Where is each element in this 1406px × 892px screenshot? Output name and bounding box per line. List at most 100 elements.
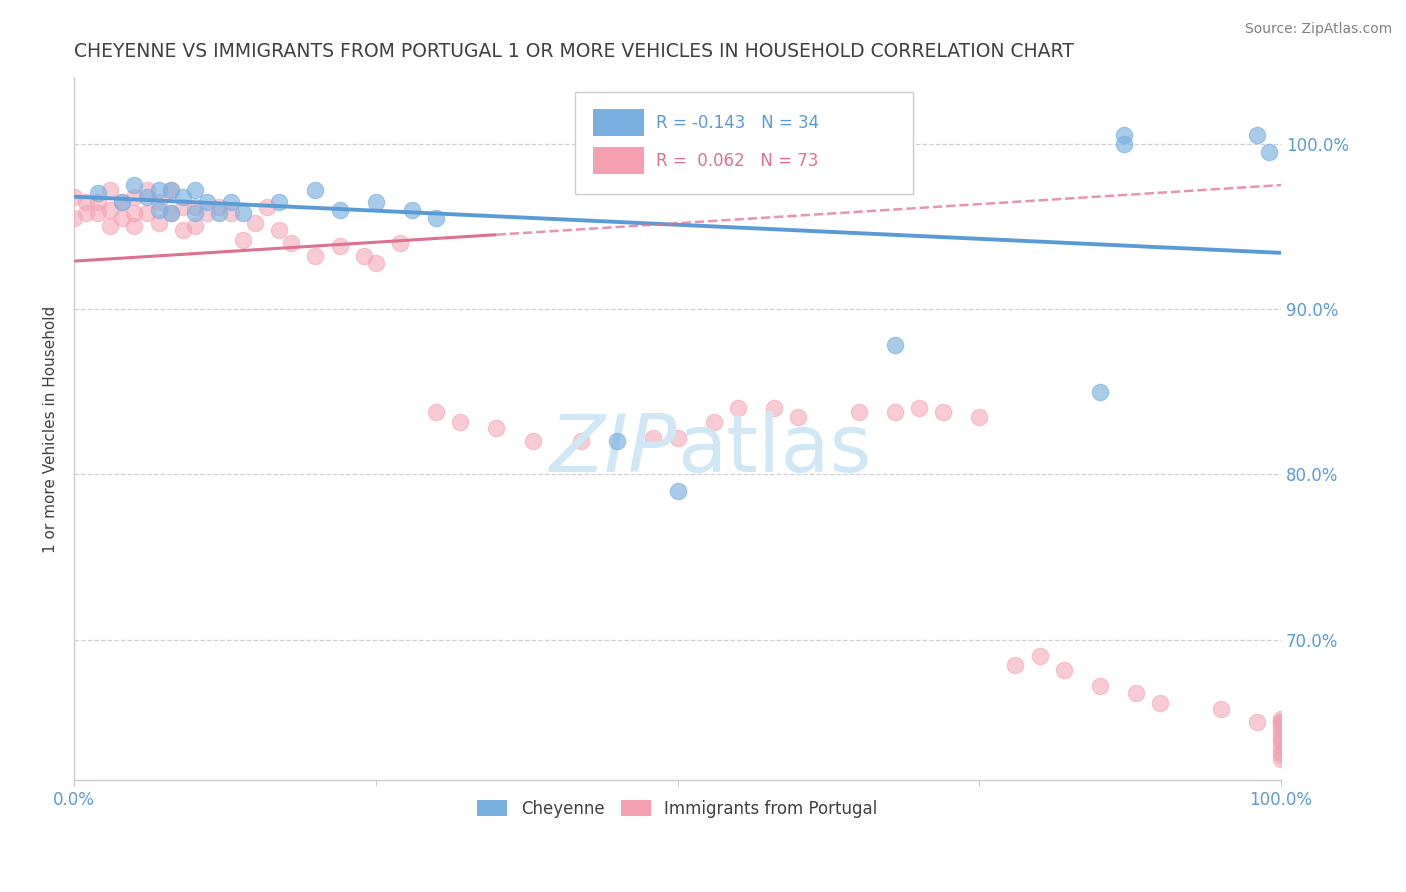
Point [1246,715,1268,730]
Point [883,338,905,352]
Point [1270,729,1292,743]
Point [727,401,749,416]
Point [787,409,810,424]
Point [932,404,955,418]
Point [269,223,291,237]
Point [329,202,352,217]
Point [159,206,181,220]
Point [908,401,931,416]
FancyBboxPatch shape [593,147,644,174]
Point [425,211,447,226]
Text: R = -0.143   N = 34: R = -0.143 N = 34 [655,113,818,131]
Point [1004,657,1026,672]
Point [425,404,447,418]
Point [1149,696,1171,710]
Point [172,200,194,214]
Point [449,415,471,429]
Point [219,194,242,209]
Point [219,206,242,220]
Point [304,183,326,197]
Text: ZIP: ZIP [550,411,678,489]
FancyBboxPatch shape [575,92,912,194]
Point [232,206,254,220]
Point [1270,731,1292,746]
Point [98,183,121,197]
Point [159,206,181,220]
Point [98,219,121,234]
Point [1257,145,1279,159]
Text: Source: ZipAtlas.com: Source: ZipAtlas.com [1244,22,1392,37]
Point [1112,128,1135,143]
Point [364,194,387,209]
Point [1270,748,1292,763]
Point [1270,752,1292,766]
Point [184,200,207,214]
Point [184,219,207,234]
Point [135,189,157,203]
Point [124,206,146,220]
Point [967,409,990,424]
Point [1270,745,1292,759]
Point [1246,128,1268,143]
Point [269,194,291,209]
Point [883,404,905,418]
Point [208,200,231,214]
Point [75,194,97,209]
Point [98,202,121,217]
Point [353,249,375,263]
Point [135,206,157,220]
Point [172,189,194,203]
Point [1088,384,1111,399]
Point [124,219,146,234]
Point [643,431,665,445]
Point [1270,723,1292,738]
Point [703,415,725,429]
Point [329,239,352,253]
Point [1028,649,1050,664]
Point [1209,702,1232,716]
Point [148,194,170,209]
Point [232,233,254,247]
Point [364,256,387,270]
Point [763,401,786,416]
Point [195,206,218,220]
Point [256,200,278,214]
Point [124,189,146,203]
Text: atlas: atlas [678,411,872,489]
Point [1053,663,1076,677]
Point [1088,679,1111,693]
FancyBboxPatch shape [593,109,644,136]
Point [1125,686,1147,700]
Point [195,194,218,209]
Point [243,216,266,230]
Point [111,211,134,226]
Point [666,483,689,498]
Point [135,183,157,197]
Legend: Cheyenne, Immigrants from Portugal: Cheyenne, Immigrants from Portugal [471,793,884,825]
Point [184,183,207,197]
Point [148,202,170,217]
Point [184,206,207,220]
Point [280,235,302,250]
Point [148,216,170,230]
Point [111,194,134,209]
Point [63,211,86,226]
Point [485,421,508,435]
Point [1270,715,1292,730]
Y-axis label: 1 or more Vehicles in Household: 1 or more Vehicles in Household [44,305,58,552]
Point [1270,715,1292,730]
Point [87,194,110,209]
Point [401,202,423,217]
Point [1270,735,1292,749]
Point [1112,136,1135,151]
Point [1270,740,1292,755]
Point [848,404,870,418]
Point [111,194,134,209]
Text: R =  0.062   N = 73: R = 0.062 N = 73 [655,152,818,169]
Point [159,183,181,197]
Point [148,183,170,197]
Point [124,178,146,192]
Point [208,206,231,220]
Point [172,223,194,237]
Point [1270,712,1292,726]
